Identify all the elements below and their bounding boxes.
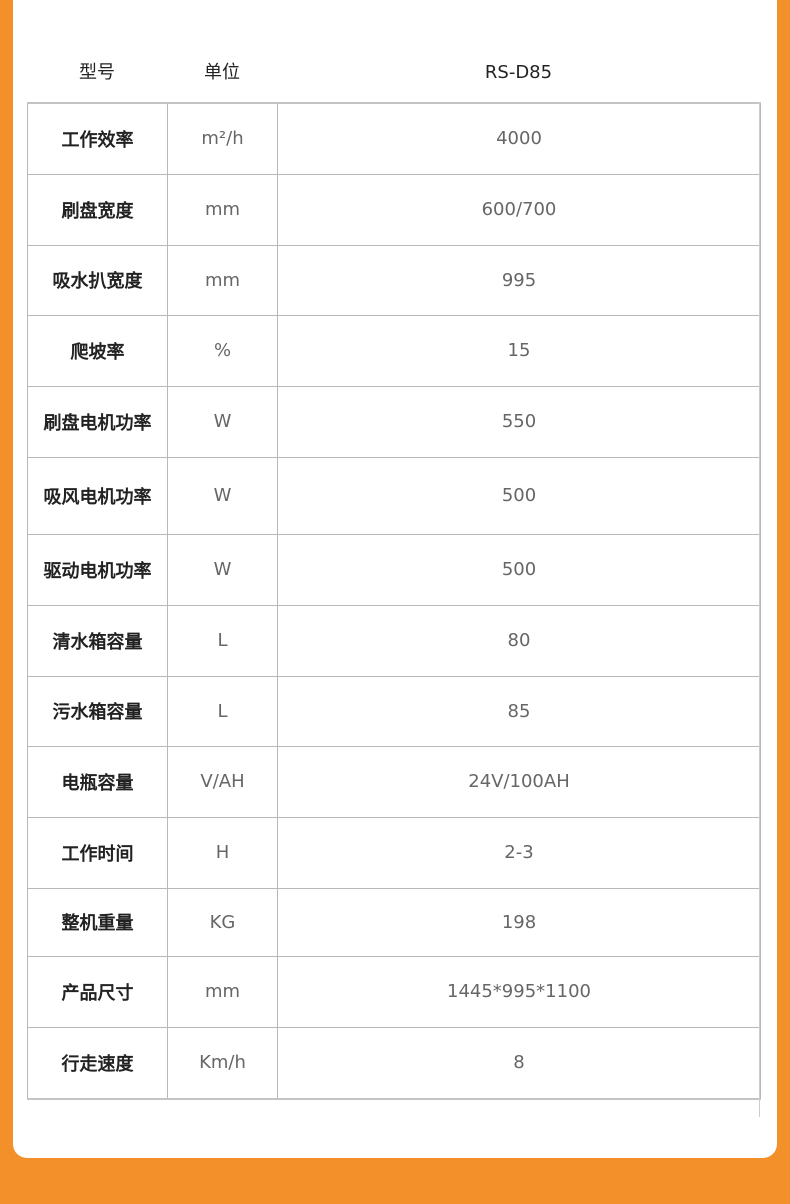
spec-value: 4000	[277, 102, 761, 175]
spec-value: 1445*995*1100	[277, 955, 761, 1028]
spec-name: 整机重量	[27, 887, 168, 957]
table-row: 产品尺寸 mm 1445*995*1100	[27, 955, 761, 1028]
spec-name: 刷盘宽度	[27, 173, 168, 246]
spec-name: 清水箱容量	[27, 604, 168, 677]
spec-name: 污水箱容量	[27, 675, 168, 747]
spec-value: 15	[277, 314, 761, 387]
spec-value: 550	[277, 385, 761, 458]
table-row: 刷盘电机功率 W 550	[27, 385, 761, 458]
spec-value: 500	[277, 533, 761, 606]
spec-value: 198	[277, 887, 761, 957]
spec-name: 工作效率	[27, 102, 168, 175]
spec-name: 驱动电机功率	[27, 533, 168, 606]
spec-value: 24V/100AH	[277, 745, 761, 818]
table-row: 驱动电机功率 W 500	[27, 533, 761, 606]
spec-name: 爬坡率	[27, 314, 168, 387]
spec-unit: L	[167, 604, 278, 677]
spec-value: 8	[277, 1026, 761, 1100]
spec-name: 工作时间	[27, 816, 168, 889]
spec-unit: W	[167, 385, 278, 458]
spec-name: 吸风电机功率	[27, 456, 168, 535]
spec-value: 600/700	[277, 173, 761, 246]
table-row: 吸水扒宽度 mm 995	[27, 244, 761, 316]
spec-unit: KG	[167, 887, 278, 957]
table-row: 吸风电机功率 W 500	[27, 456, 761, 535]
header-model-value: RS-D85	[484, 62, 553, 83]
spec-unit: %	[167, 314, 278, 387]
table-row: 污水箱容量 L 85	[27, 675, 761, 747]
spec-unit: V/AH	[167, 745, 278, 818]
spec-unit: W	[167, 456, 278, 535]
table-row: 工作时间 H 2-3	[27, 816, 761, 889]
table-row: 刷盘宽度 mm 600/700	[27, 173, 761, 246]
spec-name: 吸水扒宽度	[27, 244, 168, 316]
spec-value: 995	[277, 244, 761, 316]
spec-unit: L	[167, 675, 278, 747]
spec-unit: mm	[167, 173, 278, 246]
spec-value: 2-3	[277, 816, 761, 889]
spec-name: 行走速度	[27, 1026, 168, 1100]
table-row: 爬坡率% 15	[27, 314, 761, 387]
spec-name: 产品尺寸	[27, 955, 168, 1028]
table-row: 工作效率 m²/h 4000	[27, 102, 761, 175]
table-right-edge	[759, 102, 760, 1117]
spec-value: 80	[277, 604, 761, 677]
spec-table: 工作效率 m²/h 4000 刷盘宽度 mm 600/700 吸水扒宽度 mm 995 爬坡率% 1…	[27, 102, 761, 1100]
header-model-label: 型号	[79, 62, 115, 83]
spec-name: 电瓶容量	[27, 745, 168, 818]
spec-unit: W	[167, 533, 278, 606]
spec-unit: mm	[167, 244, 278, 316]
table-row: 整机重量 KG 198	[27, 887, 761, 957]
spec-value: 85	[277, 675, 761, 747]
spec-unit: m²/h	[167, 102, 278, 175]
header-unit-label: 单位	[204, 62, 240, 83]
spec-name: 刷盘电机功率	[27, 385, 168, 458]
spec-unit: mm	[167, 955, 278, 1028]
spec-value: 500	[277, 456, 761, 535]
spec-unit: H	[167, 816, 278, 889]
table-row: 行走速度 Km/h 8	[27, 1026, 761, 1100]
table-row: 电瓶容量 V/AH 24V/100AH	[27, 745, 761, 818]
spec-unit: Km/h	[167, 1026, 278, 1100]
table-row: 清水箱容量 L 80	[27, 604, 761, 677]
